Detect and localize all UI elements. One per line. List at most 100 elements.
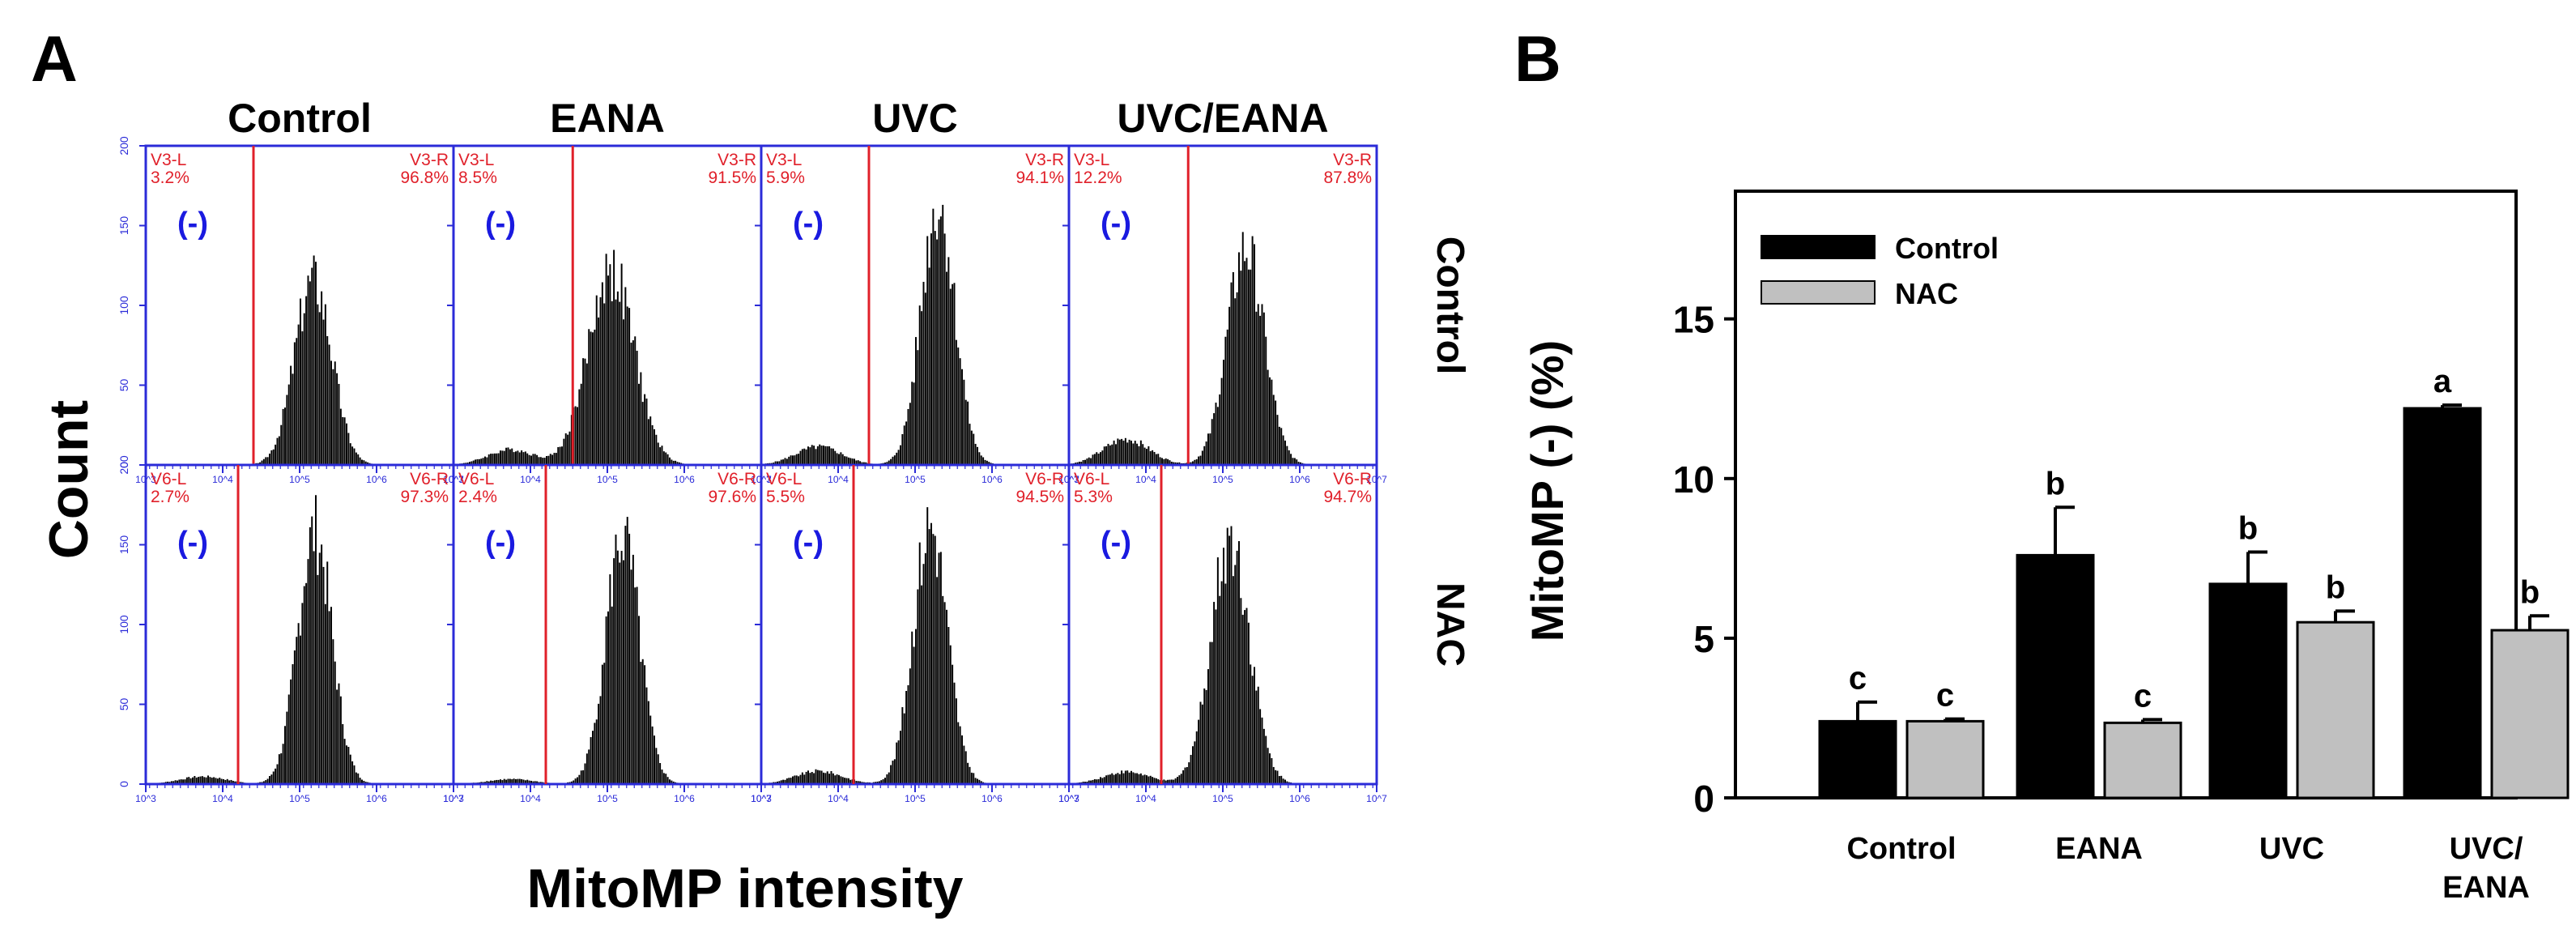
gate-left-percent: 12.2% bbox=[1074, 168, 1122, 187]
histogram-bin bbox=[505, 779, 508, 784]
histogram-bin bbox=[1284, 779, 1286, 784]
histogram-bin bbox=[857, 460, 859, 465]
histogram-bin bbox=[336, 373, 338, 465]
negative-marker: (-) bbox=[1101, 526, 1131, 560]
histogram-bin bbox=[511, 779, 513, 784]
histogram-bin bbox=[547, 455, 550, 465]
x-tick-label: 10^7 bbox=[1366, 793, 1387, 804]
histogram-bin bbox=[1215, 609, 1217, 784]
histogram-bin bbox=[654, 428, 655, 465]
histogram-bin bbox=[823, 446, 824, 465]
gate-right-percent: 94.1% bbox=[1015, 168, 1064, 187]
histogram-bin bbox=[484, 456, 486, 465]
histogram-bin bbox=[654, 735, 655, 784]
histogram-bin bbox=[1096, 779, 1098, 784]
histogram-bin bbox=[213, 777, 215, 784]
histogram-bin bbox=[909, 668, 911, 784]
histogram-bin bbox=[1139, 773, 1142, 784]
histogram-bin bbox=[1272, 394, 1275, 465]
histogram-bin bbox=[946, 609, 947, 784]
histogram-bin bbox=[1207, 669, 1209, 784]
histogram-bin bbox=[1167, 779, 1169, 784]
histogram-bin bbox=[620, 263, 623, 465]
legend-swatch bbox=[1761, 280, 1876, 305]
gate-left-percent: 3.2% bbox=[151, 168, 189, 187]
histogram-bin bbox=[892, 456, 894, 465]
histogram-bin bbox=[915, 337, 917, 465]
x-tick-label: 10^6 bbox=[366, 793, 387, 804]
histogram-bin bbox=[342, 723, 344, 784]
histogram-bin bbox=[884, 778, 886, 784]
y-tick-label: 5 bbox=[1693, 618, 1714, 660]
histogram-bin bbox=[662, 451, 665, 465]
histogram-bin bbox=[609, 264, 611, 465]
histogram-panel: 10^3 10^4 10^5 10^6 10^7 V6-L5.5% V6-R94.5% (-) bbox=[751, 463, 1079, 804]
histogram-bin bbox=[1232, 576, 1234, 784]
histogram-bin bbox=[555, 453, 557, 465]
histogram-bin bbox=[501, 780, 504, 784]
histogram-bin bbox=[501, 450, 504, 465]
histogram-bin bbox=[1149, 775, 1152, 784]
histogram-bin bbox=[287, 384, 290, 465]
histogram-bin bbox=[665, 452, 667, 465]
histogram-bin bbox=[570, 781, 573, 784]
histogram-bin bbox=[949, 288, 952, 465]
histogram-bin bbox=[226, 778, 228, 784]
bar bbox=[1818, 719, 1897, 799]
histogram-bin bbox=[936, 577, 939, 784]
histogram-bin bbox=[475, 459, 477, 465]
histogram-bin bbox=[536, 781, 539, 784]
histogram-bin bbox=[585, 363, 588, 465]
histogram-bin bbox=[947, 627, 950, 784]
histogram-bin bbox=[553, 453, 556, 465]
histogram-bin bbox=[1224, 336, 1227, 465]
y-tick-label: 150 bbox=[117, 216, 130, 236]
histogram-bin bbox=[1194, 741, 1196, 784]
histogram-bin bbox=[671, 780, 673, 784]
histogram-bin bbox=[647, 701, 649, 784]
histogram-panel: 10^3 10^4 10^5 10^6 10^7V3-L8.5%V3-R91.5%(-) bbox=[443, 144, 772, 485]
histogram-bin bbox=[880, 780, 883, 784]
histogram-bin bbox=[859, 461, 862, 465]
histogram-bin bbox=[184, 779, 186, 784]
histogram-bin bbox=[1194, 459, 1196, 465]
histogram-bin bbox=[1297, 462, 1300, 465]
histogram-bin bbox=[784, 779, 786, 784]
histogram-bin bbox=[1155, 454, 1157, 465]
histogram-bin bbox=[1247, 269, 1250, 465]
histogram-bin bbox=[1130, 441, 1132, 465]
significance-letter: b bbox=[2326, 569, 2345, 605]
histogram-bin bbox=[490, 454, 492, 465]
histogram-bin bbox=[828, 774, 831, 784]
histogram-bin bbox=[336, 689, 338, 784]
x-tick-label: 10^4 bbox=[828, 474, 849, 485]
histogram-bin bbox=[805, 449, 807, 465]
histogram-bin bbox=[1230, 282, 1233, 465]
histogram-bin bbox=[1084, 459, 1086, 465]
histogram-bin bbox=[317, 574, 319, 784]
x-tick-label: 10^4 bbox=[828, 793, 849, 804]
histogram-bin bbox=[626, 517, 628, 784]
histogram-bin bbox=[282, 408, 284, 465]
histogram-bin bbox=[313, 551, 315, 784]
histogram-bin bbox=[1178, 775, 1181, 784]
gate-left-percent: 2.4% bbox=[458, 488, 497, 506]
histogram-bin bbox=[1147, 776, 1150, 784]
histogram-bin bbox=[1293, 458, 1296, 465]
histogram-bin bbox=[180, 779, 182, 784]
gate-right-percent: 94.7% bbox=[1323, 488, 1372, 506]
histogram-bin bbox=[488, 781, 490, 784]
histogram-bin bbox=[816, 446, 819, 465]
histogram-bin bbox=[859, 781, 862, 784]
histogram-bin bbox=[1124, 437, 1126, 465]
histogram-bin bbox=[926, 236, 929, 465]
histogram-bin bbox=[1190, 754, 1192, 784]
histogram-bin bbox=[290, 679, 292, 784]
histogram-bin bbox=[922, 564, 925, 784]
histogram-bin bbox=[841, 777, 844, 784]
histogram-bin bbox=[286, 394, 288, 465]
histogram-bin bbox=[1178, 462, 1181, 465]
histogram-bin bbox=[559, 446, 561, 465]
histogram-bin bbox=[1262, 312, 1265, 465]
histogram-bin bbox=[953, 283, 956, 465]
